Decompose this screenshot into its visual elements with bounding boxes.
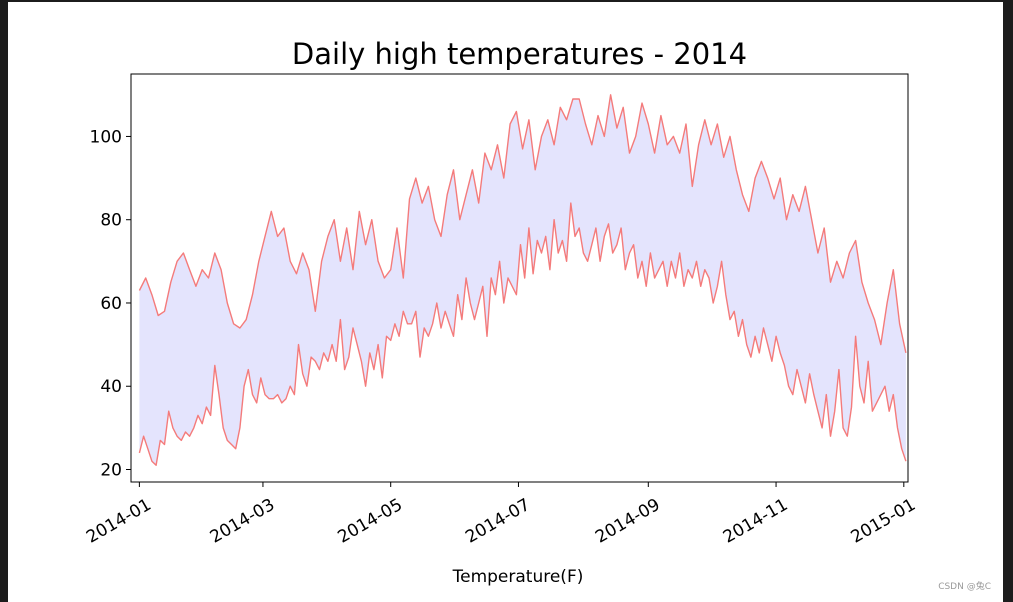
watermark: CSDN @兔C <box>938 582 991 592</box>
x-tick-label: 2014-03 <box>207 495 279 548</box>
y-tick-label: 40 <box>100 377 122 397</box>
x-tick-label: 2014-05 <box>334 495 406 548</box>
y-tick-label: 20 <box>100 461 122 481</box>
series-line-lows <box>138 202 907 466</box>
fill-between-area <box>139 94 906 466</box>
x-axis-label: Temperature(F) <box>452 567 584 587</box>
plot-frame <box>130 73 909 483</box>
y-tick-label: 100 <box>90 127 122 147</box>
y-tick-label: 60 <box>100 294 122 314</box>
x-tick-label: 2015-01 <box>848 495 920 548</box>
y-tick-label: 80 <box>100 211 122 231</box>
x-tick-label: 2014-11 <box>720 495 792 548</box>
x-tick-label: 2014-09 <box>592 495 664 548</box>
temperature-chart: 2014-01 2014-03 2014-05 2014-07 2014-09 2014-… <box>83 37 920 587</box>
x-tick-label: 2014-07 <box>462 495 534 548</box>
series-line-highs <box>138 94 907 354</box>
x-tick-label: 2014-01 <box>83 495 155 548</box>
figure-canvas: 2014-01 2014-03 2014-05 2014-07 2014-09 2014-… <box>8 2 1003 602</box>
chart-title: Daily high temperatures - 2014 <box>292 37 747 71</box>
